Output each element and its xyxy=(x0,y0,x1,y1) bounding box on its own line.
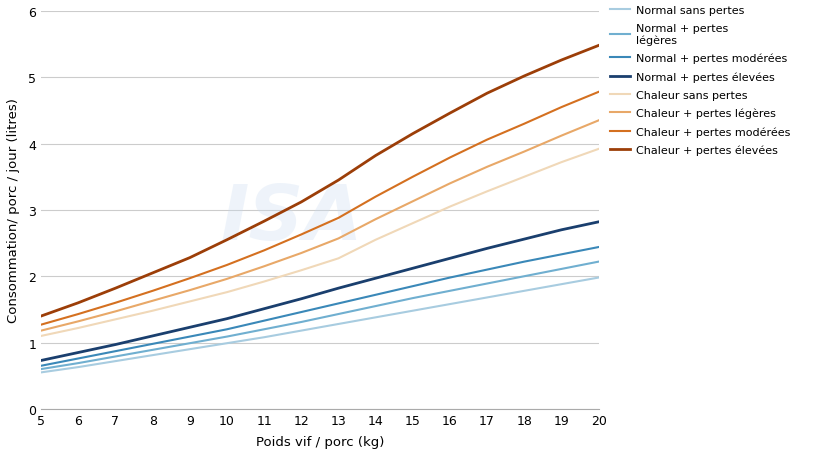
Text: ISA: ISA xyxy=(220,182,363,255)
X-axis label: Poids vif / porc (kg): Poids vif / porc (kg) xyxy=(256,435,383,448)
Y-axis label: Consommation/ porc / jour (litres): Consommation/ porc / jour (litres) xyxy=(7,98,20,323)
Legend: Normal sans pertes, Normal + pertes
légères, Normal + pertes modérées, Normal + : Normal sans pertes, Normal + pertes légè… xyxy=(609,5,790,156)
